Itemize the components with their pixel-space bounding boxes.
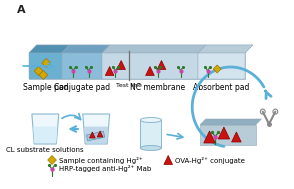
- Text: A: A: [16, 5, 25, 15]
- Polygon shape: [32, 114, 59, 144]
- Polygon shape: [200, 125, 255, 145]
- Polygon shape: [83, 114, 110, 144]
- Polygon shape: [232, 132, 241, 142]
- Polygon shape: [204, 131, 215, 143]
- Polygon shape: [97, 131, 103, 137]
- Polygon shape: [140, 120, 161, 148]
- Polygon shape: [213, 65, 221, 73]
- Polygon shape: [29, 53, 245, 79]
- Polygon shape: [39, 70, 48, 80]
- Polygon shape: [84, 127, 108, 143]
- Polygon shape: [146, 67, 154, 75]
- Polygon shape: [34, 67, 43, 75]
- Text: Sample pad: Sample pad: [23, 83, 68, 92]
- Polygon shape: [33, 127, 57, 143]
- Polygon shape: [200, 119, 261, 125]
- Text: Test line: Test line: [116, 83, 142, 88]
- Polygon shape: [218, 127, 230, 139]
- Polygon shape: [198, 53, 245, 79]
- Polygon shape: [157, 60, 166, 70]
- Polygon shape: [42, 59, 51, 67]
- Polygon shape: [102, 53, 198, 79]
- Polygon shape: [102, 45, 206, 53]
- Text: HRP-tagged anti-Hg²⁺ Mab: HRP-tagged anti-Hg²⁺ Mab: [59, 166, 151, 173]
- Polygon shape: [29, 45, 69, 53]
- Text: Sample containing Hg²⁺: Sample containing Hg²⁺: [59, 156, 143, 163]
- Text: Conjugate pad: Conjugate pad: [54, 83, 110, 92]
- Polygon shape: [86, 131, 105, 141]
- Text: Absorbent pad: Absorbent pad: [193, 83, 250, 92]
- Text: CL substrate solutions: CL substrate solutions: [6, 147, 84, 153]
- Ellipse shape: [140, 146, 161, 150]
- Polygon shape: [48, 156, 56, 164]
- Polygon shape: [198, 45, 253, 53]
- Polygon shape: [29, 45, 253, 53]
- Polygon shape: [89, 132, 95, 138]
- Polygon shape: [164, 156, 173, 164]
- Polygon shape: [117, 60, 126, 70]
- Polygon shape: [29, 53, 62, 79]
- Polygon shape: [62, 53, 102, 79]
- Text: NC membrane: NC membrane: [130, 83, 185, 92]
- Ellipse shape: [140, 118, 161, 122]
- Polygon shape: [105, 67, 114, 75]
- Polygon shape: [62, 45, 110, 53]
- Text: OVA-Hg²⁺ conjugate: OVA-Hg²⁺ conjugate: [175, 156, 245, 163]
